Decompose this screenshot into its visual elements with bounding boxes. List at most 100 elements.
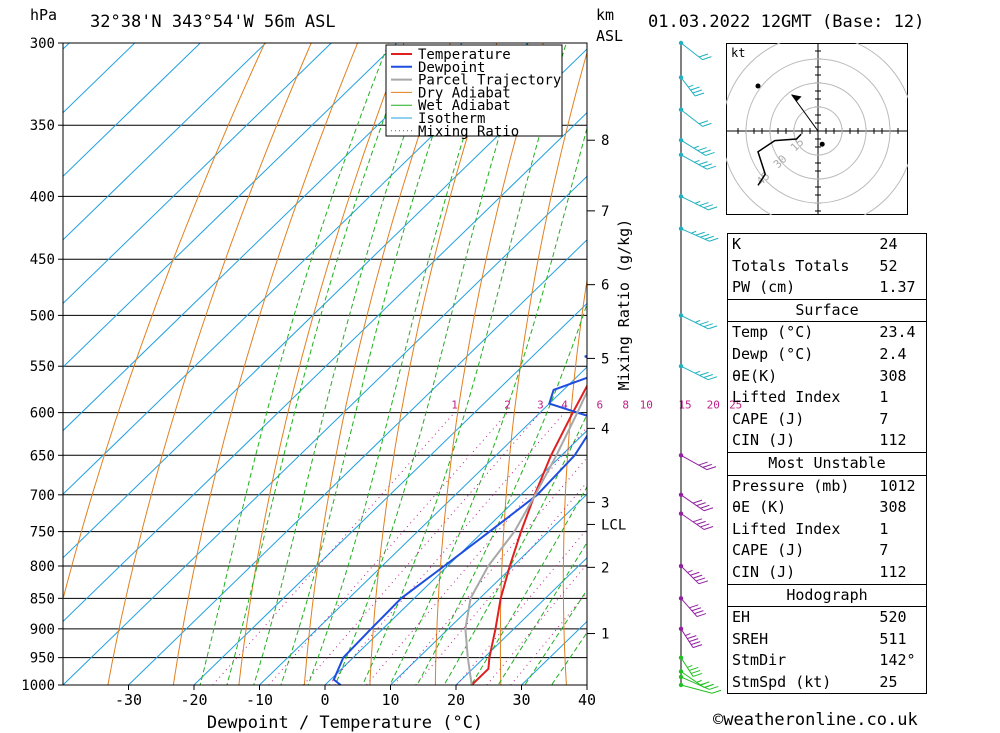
wind-barb-flag	[703, 323, 713, 328]
most-unstable-index-row: Lifted Index 1	[728, 519, 927, 541]
isotherm-line	[63, 43, 136, 114]
wind-barb-shaft	[680, 109, 703, 127]
mixing-ratio-label: 15	[678, 399, 691, 412]
wind-barb-flag	[696, 502, 706, 507]
legend-entry: Isotherm	[418, 111, 485, 127]
wind-barb-flag	[700, 681, 710, 686]
isotherm-line	[63, 43, 332, 305]
wind-barb-shaft	[680, 657, 694, 677]
surface-index-value: 7	[879, 409, 889, 428]
wind-barb-flag	[692, 518, 703, 523]
dry-adiabat-line	[499, 50, 587, 685]
wind-barb-flag	[695, 577, 706, 582]
wind-barb-flag	[709, 237, 719, 242]
pressure-tick-label: 650	[30, 448, 55, 464]
wind-barb-shaft	[680, 365, 709, 381]
x-tick-label: 0	[320, 691, 329, 709]
indices-table: K 24 Totals Totals 52 PW (cm) 1.37 Surface Te…	[727, 233, 927, 694]
wind-barb-flag	[699, 202, 709, 207]
wind-barb-shaft	[680, 628, 694, 648]
mixing-ratio-line	[303, 412, 541, 685]
mixing-ratio-label: 10	[640, 399, 653, 412]
wind-barb-flag	[699, 321, 709, 326]
pressure-tick-label: 550	[30, 359, 55, 375]
surface-index-label: CAPE (J)	[732, 409, 805, 428]
x-tick-label: -20	[180, 691, 207, 709]
wet-adiabat-line	[253, 43, 438, 685]
hodograph-ring	[769, 82, 867, 180]
isotherm-line	[324, 429, 587, 685]
hodograph-index-value: 520	[879, 608, 907, 627]
wind-barb-half-flag	[688, 84, 694, 88]
legend-entry: Dewpoint	[418, 60, 485, 76]
wind-barb-shaft	[680, 154, 708, 170]
dry-adiabat-line	[172, 43, 359, 685]
wind-barb-flag	[692, 672, 703, 677]
most-unstable-index-value: 7	[879, 541, 889, 560]
x-tick-label: -10	[246, 691, 273, 709]
pressure-tick-label: 450	[30, 252, 55, 268]
isotherm-line	[63, 48, 587, 559]
wind-barb-flag	[709, 685, 719, 690]
wind-barb-shaft	[680, 454, 708, 471]
wind-barb-flag	[687, 635, 697, 640]
mixing-ratio-label: 25	[729, 399, 742, 412]
hodograph-ring	[745, 58, 891, 204]
wind-barb-flag	[698, 580, 709, 585]
most-unstable-index-row: Pressure (mb) 1012	[728, 475, 927, 497]
wind-barb-flag	[698, 53, 709, 58]
datetime-label: 01.03.2022 12GMT (Base: 12)	[648, 12, 925, 32]
hodograph-index-row: StmSpd (kt) 25	[728, 672, 927, 694]
isotherm-line	[63, 43, 463, 432]
parcel-trajectory-line	[464, 389, 587, 685]
wind-barb	[678, 364, 718, 381]
wind-barb-flag	[694, 92, 705, 97]
wind-barb	[678, 313, 718, 330]
surface-index-value: 112	[879, 431, 907, 450]
wind-barb-flag	[700, 504, 710, 509]
most-unstable-index-value: 1012	[879, 476, 916, 495]
wind-barb-half-flag	[694, 159, 700, 163]
hodograph-index-label: EH	[732, 608, 751, 627]
wind-barb-flag	[699, 371, 709, 376]
most-unstable-index-label: CIN (J)	[732, 562, 796, 581]
wind-barb	[678, 75, 705, 97]
wind-barb-half-flag	[694, 370, 701, 374]
mixing-ratio-label: 20	[707, 399, 720, 412]
mixing-ratio-label: 8	[622, 399, 629, 412]
height-tick-label: 2	[601, 560, 609, 576]
wind-barb-flag	[702, 56, 712, 61]
mixing-ratio-line	[328, 412, 565, 685]
surface-index-row: θE(K) 308	[728, 366, 927, 388]
wet-adiabat-line	[416, 302, 587, 685]
index-label: K	[732, 235, 742, 253]
pressure-tick-label: 850	[30, 591, 55, 607]
wind-barb-flag	[711, 689, 722, 694]
wind-barb-flag	[692, 499, 703, 504]
wind-barb	[678, 492, 714, 512]
mixing-ratio-label: 6	[596, 399, 603, 412]
height-tick-label: LCL	[601, 517, 626, 533]
index-value: 52	[879, 256, 898, 275]
most-unstable-index-value: 1	[879, 519, 889, 538]
wind-barb-shaft	[680, 139, 706, 156]
isotherm-line	[455, 557, 587, 685]
surface-index-value: 2.4	[879, 344, 907, 363]
surface-index-value: 1	[879, 388, 889, 407]
wind-barb-flag	[691, 607, 702, 612]
isotherm-line	[128, 239, 587, 685]
surface-index-label: CIN (J)	[732, 431, 796, 450]
dry-adiabat-line	[562, 277, 587, 685]
surface-index-row: Dewp (°C) 2.4	[728, 344, 927, 366]
wind-barb	[678, 682, 722, 694]
wind-barb-flag	[708, 376, 718, 381]
dewpoint-line	[332, 355, 587, 685]
wind-barb	[678, 152, 717, 170]
wind-barb-shaft	[680, 228, 710, 242]
mixing-ratio-line	[268, 412, 508, 685]
wet-adiabat-line	[226, 43, 413, 685]
wet-adiabat-line	[362, 43, 567, 685]
x-tick-label: 20	[447, 691, 465, 709]
wind-barb-flag	[694, 610, 704, 615]
wind-barb-half-flag	[696, 679, 702, 683]
